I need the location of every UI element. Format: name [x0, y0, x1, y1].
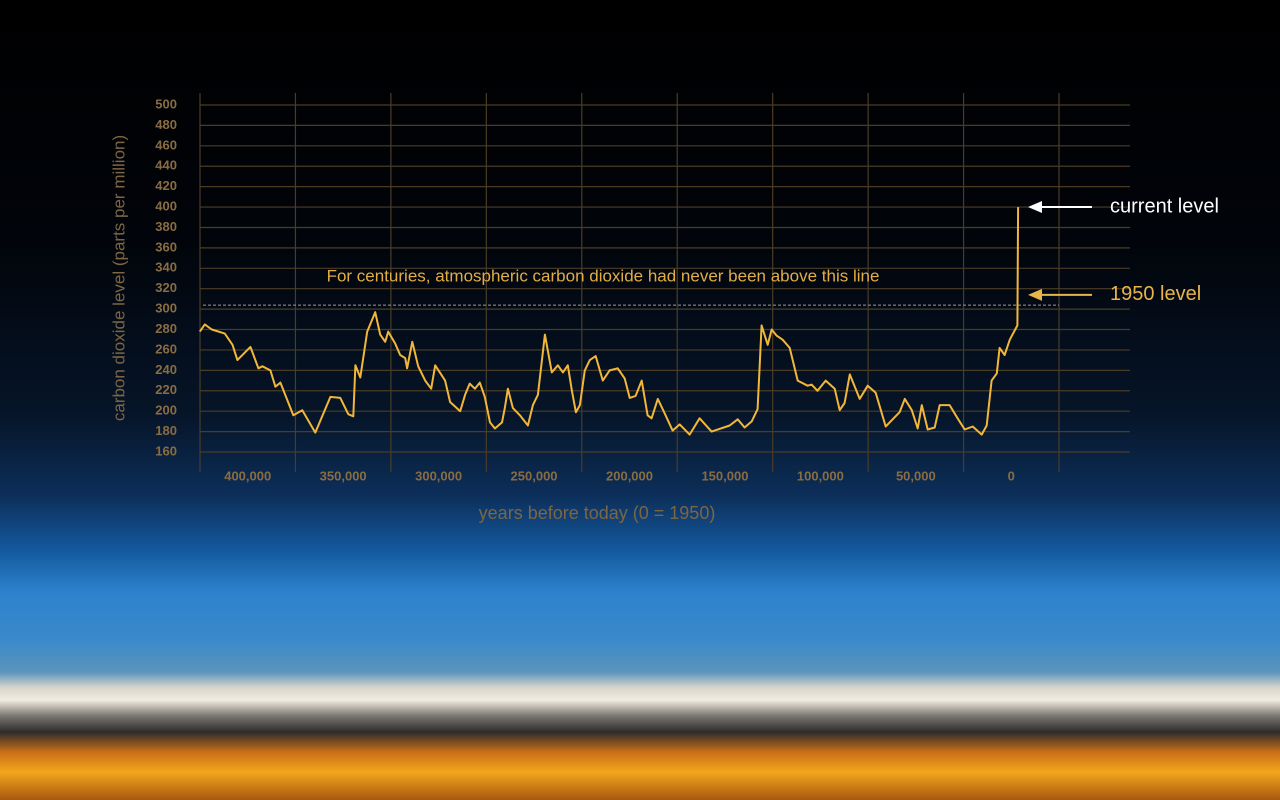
arrow-head — [1028, 201, 1042, 214]
data-line — [198, 207, 1020, 436]
y-tick-label: 300 — [155, 301, 177, 316]
x-tick-label: 200,000 — [606, 468, 653, 483]
y-tick-label: 420 — [155, 178, 177, 193]
y-tick-label: 440 — [155, 158, 177, 173]
y-tick-label: 480 — [155, 117, 177, 132]
y-tick-label: 280 — [155, 321, 177, 336]
x-tick-label: 150,000 — [701, 468, 748, 483]
reference-label: For centuries, atmospheric carbon dioxid… — [327, 267, 880, 286]
x-tick-label: 50,000 — [896, 468, 936, 483]
y-tick-label: 240 — [155, 362, 177, 377]
x-tick-label: 300,000 — [415, 468, 462, 483]
x-tick-label: 400,000 — [224, 468, 271, 483]
y-tick-label: 160 — [155, 443, 177, 458]
x-axis-title: years before today (0 = 1950) — [479, 503, 716, 523]
y-axis-title: carbon dioxide level (parts per million) — [109, 135, 128, 421]
y-tick-label: 500 — [155, 96, 177, 111]
y-tick-label: 400 — [155, 198, 177, 213]
annotation-label: current level — [1110, 195, 1219, 217]
x-tick-label: 100,000 — [797, 468, 844, 483]
y-tick-label: 380 — [155, 219, 177, 234]
y-tick-label: 220 — [155, 382, 177, 397]
x-tick-label: 0 — [1008, 468, 1015, 483]
y-tick-label: 340 — [155, 260, 177, 275]
y-tick-label: 460 — [155, 137, 177, 152]
y-tick-label: 180 — [155, 423, 177, 438]
y-tick-label: 320 — [155, 280, 177, 295]
y-tick-label: 260 — [155, 341, 177, 356]
x-tick-label: 250,000 — [511, 468, 558, 483]
y-tick-label: 360 — [155, 239, 177, 254]
annotation-label: 1950 level — [1110, 283, 1201, 305]
y-tick-label: 200 — [155, 403, 177, 418]
arrow-head — [1028, 288, 1042, 301]
x-tick-label: 350,000 — [320, 468, 367, 483]
